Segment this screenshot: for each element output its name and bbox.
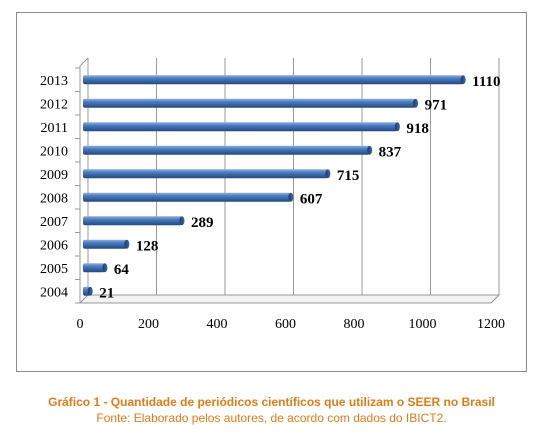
bar-end-cap (325, 169, 331, 179)
bar-chart: 0 200 400 600 800 1000 1200 2004 21 2005 64 2006 128… (40, 57, 505, 332)
data-label: 607 (300, 191, 323, 207)
y-tick-label: 2007 (40, 215, 68, 230)
bar (83, 75, 464, 85)
y-tick-label: 2004 (40, 285, 68, 300)
bar (83, 145, 370, 155)
y-tick-label: 2008 (40, 191, 68, 206)
data-label: 289 (191, 215, 214, 231)
data-label: 918 (406, 121, 429, 137)
data-label: 971 (425, 97, 448, 113)
y-tick-label: 2012 (40, 97, 68, 112)
x-tick-label: 1000 (409, 317, 437, 332)
y-tick-label: 2006 (40, 238, 68, 253)
bar-end-cap (87, 286, 93, 296)
bar-end-cap (102, 263, 108, 273)
bar (83, 263, 105, 273)
label-layer: 0 200 400 600 800 1000 1200 2004 21 2005 64 2006 128… (40, 74, 505, 332)
caption-title: Gráfico 1 - Quantidade de periódicos cie… (48, 395, 495, 409)
y-tick-label: 2010 (40, 144, 68, 159)
y-tick-label: 2009 (40, 168, 68, 183)
chart-frame: 0 200 400 600 800 1000 1200 2004 21 2005 64 2006 128… (16, 12, 527, 372)
bar (83, 192, 291, 202)
x-tick-label: 1200 (477, 317, 505, 332)
x-tick-label: 200 (138, 317, 159, 332)
x-tick-label: 400 (207, 317, 228, 332)
data-label: 128 (136, 238, 159, 254)
bar-end-cap (288, 192, 294, 202)
data-label: 64 (114, 262, 130, 278)
bar (83, 169, 328, 179)
y-axis-top-diagonal (79, 57, 89, 67)
y-tick-label: 2011 (41, 121, 68, 136)
data-label: 715 (337, 168, 360, 184)
bar-end-cap (367, 145, 373, 155)
caption-source: Fonte: Elaborado pelos autores, de acord… (96, 411, 447, 425)
grid-layer (79, 58, 500, 304)
bar-end-cap (179, 216, 185, 226)
y-tick-label: 2005 (40, 262, 68, 277)
data-label: 837 (379, 144, 402, 160)
y-tick-label: 2013 (40, 74, 68, 89)
figure-caption: Gráfico 1 - Quantidade de periódicos cie… (0, 394, 543, 426)
bar-end-cap (394, 122, 400, 132)
bar-end-cap (124, 239, 130, 249)
bar (83, 122, 398, 132)
x-tick-label: 600 (275, 317, 296, 332)
bar (83, 216, 182, 226)
bar (83, 239, 127, 249)
bar (83, 98, 416, 108)
bar-end-cap (460, 75, 466, 85)
axis-layer (75, 57, 501, 304)
x-tick-label: 800 (344, 317, 365, 332)
chart-floor (78, 294, 501, 304)
x-tick-label: 0 (77, 317, 84, 332)
bar-end-cap (413, 98, 419, 108)
bar-layer (83, 75, 466, 296)
data-label: 1110 (472, 74, 500, 90)
data-label: 21 (99, 285, 114, 301)
